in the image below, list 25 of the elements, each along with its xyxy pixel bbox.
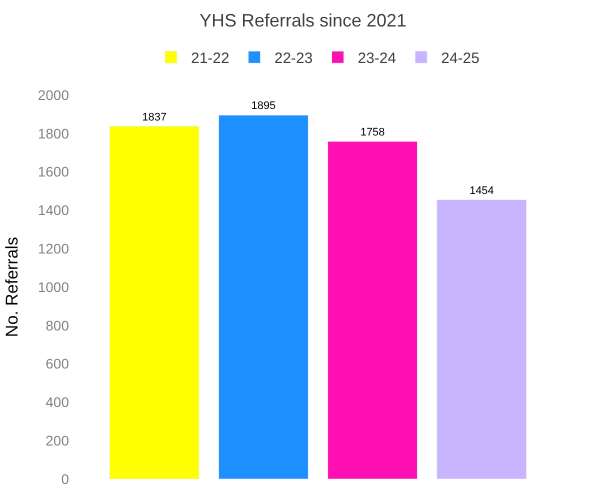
y-tick-label: 1800 [38,125,70,142]
y-tick-label: 1400 [38,202,70,218]
y-tick-label: 2000 [38,86,70,103]
data-label: 1895 [251,100,276,112]
y-tick-label: 0 [61,470,70,487]
legend-label: 22-23 [274,50,313,67]
y-tick-label: 200 [46,432,70,448]
legend-label: 24-25 [441,50,480,67]
y-tick-label: 1000 [38,278,70,295]
bar [218,114,308,479]
bar [328,141,418,479]
bar [109,126,200,479]
data-label: 1837 [142,111,167,124]
y-tick-label: 400 [46,394,70,410]
data-label: 1758 [360,126,385,138]
legend-label: 21-22 [191,50,230,67]
data-label: 1454 [469,184,494,197]
y-tick-label: 1600 [38,164,70,180]
y-tick-label: 600 [46,356,70,372]
chart-title: YHS Referrals since 2021 [199,10,407,30]
y-tick-label: 800 [46,317,70,334]
y-axis-title: No. Referrals [2,236,22,338]
legend-label: 23-24 [358,50,396,67]
bar [436,200,527,479]
y-tick-label: 1200 [38,240,70,256]
